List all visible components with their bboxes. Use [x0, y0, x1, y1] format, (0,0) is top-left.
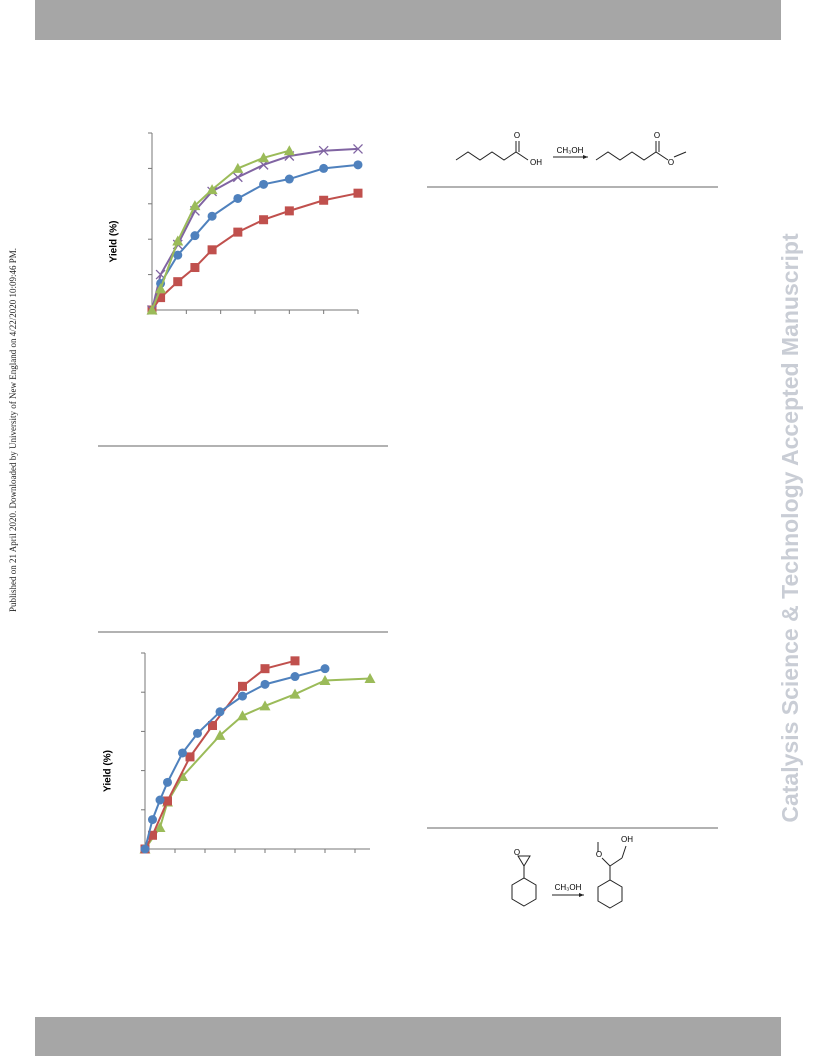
marker — [283, 145, 295, 156]
marker — [238, 691, 247, 701]
ring — [511, 877, 537, 907]
series-line — [144, 677, 371, 850]
marker — [259, 700, 271, 711]
atom-label: OH — [530, 158, 542, 167]
series-line — [151, 149, 290, 311]
marker — [208, 721, 217, 731]
atom-label: O — [514, 848, 520, 857]
marker — [190, 263, 200, 273]
ring — [597, 879, 623, 909]
marker — [156, 293, 166, 303]
marker — [148, 815, 157, 825]
header-bar — [35, 0, 781, 40]
marker — [233, 193, 243, 203]
marker — [148, 830, 157, 840]
marker — [364, 672, 376, 683]
arrowhead — [579, 893, 584, 897]
series-line — [151, 147, 359, 311]
marker — [259, 179, 269, 189]
marker — [206, 184, 218, 195]
marker — [260, 664, 270, 674]
chart: Yield (%) — [103, 652, 376, 854]
marker — [290, 672, 300, 682]
marker — [190, 231, 200, 241]
atom-label: O — [654, 131, 660, 140]
marker — [353, 188, 363, 198]
atom-label: O — [668, 158, 674, 167]
marker — [173, 250, 183, 260]
bond — [455, 151, 529, 161]
marker — [155, 283, 167, 294]
marker — [319, 195, 329, 205]
marker — [155, 795, 165, 805]
marker — [215, 707, 225, 717]
bond — [673, 151, 687, 158]
sidebar-note: Published on 21 April 2020. Downloaded b… — [8, 248, 18, 612]
series-line — [144, 659, 296, 850]
bond — [621, 845, 627, 859]
series-line — [151, 192, 359, 311]
y-axis-label: Yield (%) — [103, 750, 114, 792]
footer-bar — [35, 1017, 781, 1056]
marker — [233, 227, 243, 237]
marker — [163, 777, 172, 787]
atom-label: OH — [621, 835, 633, 844]
marker — [207, 245, 217, 255]
marker — [319, 674, 331, 685]
marker — [237, 710, 248, 721]
marker — [163, 796, 172, 806]
marker — [146, 304, 158, 315]
marker — [172, 235, 184, 246]
atom-label: O — [514, 131, 520, 140]
marker — [154, 821, 166, 832]
marker — [189, 200, 201, 211]
bond — [595, 151, 669, 161]
marker — [232, 172, 243, 183]
reagent: CH₃OH — [557, 146, 584, 155]
chart: Yield (%) — [109, 132, 363, 315]
marker — [284, 206, 294, 216]
marker — [207, 211, 217, 221]
bond — [601, 857, 611, 867]
epoxide — [517, 855, 531, 867]
marker — [318, 145, 329, 156]
scheme-1: O OH CH₃OH O O — [455, 131, 687, 167]
marker — [140, 844, 150, 854]
marker — [320, 664, 330, 674]
reagent: CH₃OH — [555, 883, 582, 892]
marker — [259, 215, 269, 225]
marker — [319, 163, 329, 173]
marker — [193, 728, 202, 738]
marker — [214, 729, 226, 740]
marker — [258, 152, 270, 163]
atom-label: O — [596, 850, 602, 859]
marker — [232, 162, 244, 173]
marker — [185, 752, 195, 762]
marker — [178, 748, 187, 758]
arrowhead — [583, 155, 588, 159]
watermark: Catalysis Science & Technology Accepted … — [777, 233, 803, 823]
marker — [353, 143, 363, 154]
marker — [260, 679, 270, 689]
marker — [289, 688, 301, 699]
marker — [238, 681, 247, 691]
marker — [353, 160, 363, 170]
scheme-2: O CH₃OH O OH — [511, 835, 633, 909]
y-axis-label: Yield (%) — [109, 221, 120, 263]
bond — [609, 857, 623, 867]
marker — [290, 656, 300, 666]
marker — [173, 277, 183, 287]
marker — [284, 174, 294, 184]
